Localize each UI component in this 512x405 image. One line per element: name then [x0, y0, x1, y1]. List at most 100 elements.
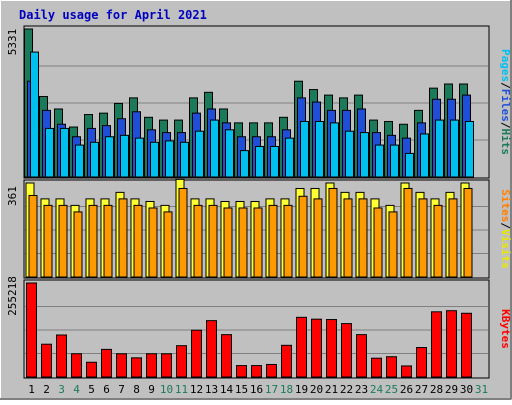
max-value-label: 361 — [6, 186, 19, 206]
bar-sites — [238, 207, 248, 278]
day-tick-label: 20 — [310, 383, 323, 396]
bar-kbytes — [146, 353, 157, 378]
bar-pages — [210, 119, 219, 178]
day-tick-label: 29 — [445, 383, 458, 396]
day-tick-label: 8 — [133, 383, 140, 396]
bar-pages — [285, 137, 294, 178]
bar-sites — [358, 198, 368, 278]
bar-pages — [150, 141, 159, 178]
bar-kbytes — [341, 323, 352, 378]
bar-sites — [223, 207, 233, 278]
bar-pages — [120, 134, 129, 178]
day-tick-label: 31 — [475, 383, 488, 396]
bar-pages — [420, 133, 429, 178]
day-tick-label: 30 — [460, 383, 473, 396]
day-tick-label: 6 — [103, 383, 110, 396]
axis-title-sites: Sites — [499, 189, 512, 222]
bar-sites — [253, 207, 263, 278]
max-value-label: 255218 — [6, 276, 19, 316]
day-tick-label: 3 — [58, 383, 65, 396]
axis-title-separator: / — [499, 222, 512, 229]
day-tick-label: 26 — [400, 383, 413, 396]
bar-pages — [45, 127, 54, 178]
axis-title-files: Files — [499, 89, 512, 122]
bar-pages — [405, 152, 414, 178]
day-tick-label: 27 — [415, 383, 428, 396]
axis-title-separator: / — [499, 122, 512, 129]
bar-sites — [418, 198, 428, 278]
x-axis: 1 2 3 4 5 6 7 8 9 10 11 12 13 14 15 16 17 18 19 20 21 22 23 24 2… — [28, 383, 488, 396]
day-tick-label: 9 — [148, 383, 155, 396]
bar-sites — [403, 187, 413, 278]
bar-pages — [255, 145, 264, 178]
bar-sites — [313, 198, 323, 278]
bar-kbytes — [176, 345, 187, 378]
bar-pages — [30, 51, 39, 178]
bar-kbytes — [116, 353, 127, 378]
max-value-label: 5331 — [6, 29, 19, 56]
day-tick-label: 21 — [325, 383, 338, 396]
bar-kbytes — [281, 344, 292, 378]
bar-pages — [90, 141, 99, 178]
bar-pages — [390, 144, 399, 178]
bar-kbytes — [446, 310, 457, 378]
bar-pages — [270, 145, 279, 178]
bar-sites — [178, 187, 188, 278]
day-tick-label: 12 — [190, 383, 203, 396]
bar-pages — [330, 122, 339, 178]
day-tick-label: 7 — [118, 383, 125, 396]
bar-kbytes — [461, 312, 472, 378]
bar-sites — [268, 204, 278, 278]
bar-pages — [435, 119, 444, 178]
bar-pages — [300, 120, 309, 178]
day-tick-label: 19 — [295, 383, 308, 396]
bar-kbytes — [431, 311, 442, 378]
bar-kbytes — [41, 343, 52, 378]
day-tick-label: 16 — [250, 383, 263, 396]
bar-pages — [135, 137, 144, 178]
bar-kbytes — [86, 361, 97, 378]
bar-kbytes — [191, 329, 202, 378]
bar-kbytes — [101, 348, 112, 378]
bar-sites — [463, 187, 473, 278]
bar-pages — [165, 140, 174, 178]
bar-sites — [118, 198, 128, 278]
bar-pages — [195, 130, 204, 178]
axis-title-separator: / — [499, 82, 512, 89]
day-tick-label: 1 — [28, 383, 35, 396]
bar-kbytes — [71, 353, 82, 378]
panel-visits-sites: 361 Sites/Visits — [6, 178, 512, 279]
day-tick-label: 13 — [205, 383, 218, 396]
axis-title-pages: Pages — [499, 49, 512, 82]
bar-sites — [328, 187, 338, 278]
day-tick-label: 18 — [280, 383, 293, 396]
bar-kbytes — [371, 357, 382, 378]
bar-pages — [75, 144, 84, 178]
day-tick-label: 4 — [73, 383, 80, 396]
day-tick-label: 25 — [385, 383, 398, 396]
bar-kbytes — [131, 357, 142, 378]
axis-title-hits: Hits — [499, 129, 512, 156]
bar-kbytes — [386, 356, 397, 378]
bar-kbytes — [326, 319, 337, 378]
bar-pages — [240, 150, 249, 178]
bar-kbytes — [161, 353, 172, 378]
day-tick-label: 23 — [355, 383, 368, 396]
panel-kbytes: 255218 KBytes — [6, 276, 512, 379]
chart-title: Daily usage for April 2021 — [19, 8, 207, 22]
bar-sites — [73, 211, 83, 278]
day-tick-label: 24 — [370, 383, 384, 396]
bar-sites — [208, 204, 218, 278]
bar-sites — [163, 211, 173, 278]
bar-sites — [298, 195, 308, 278]
bar-sites — [448, 198, 458, 278]
bar-sites — [133, 204, 143, 278]
bar-pages — [105, 136, 114, 178]
bar-pages — [465, 120, 474, 178]
day-tick-label: 28 — [430, 383, 443, 396]
day-tick-label: 11 — [175, 383, 188, 396]
bar-kbytes — [221, 334, 232, 378]
bar-pages — [225, 129, 234, 178]
bar-sites — [193, 204, 203, 278]
